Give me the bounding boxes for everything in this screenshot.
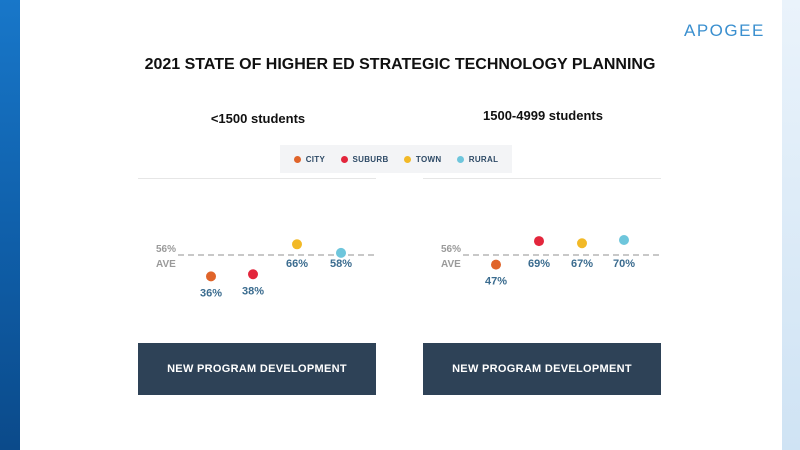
average-caption-label: AVE (441, 259, 461, 270)
data-label-rural: 58% (330, 258, 352, 270)
legend-dot-rural (456, 155, 464, 163)
average-value-label: 56% (156, 244, 176, 255)
divider-right (423, 178, 661, 179)
legend-item-town: TOWN (403, 154, 442, 164)
data-label-rural: 70% (613, 258, 635, 270)
footer-label-medium: NEW PROGRAM DEVELOPMENT (423, 343, 661, 395)
legend-item-rural: RURAL (456, 154, 499, 164)
data-point-rural (336, 247, 346, 258)
data-label-city: 47% (485, 276, 507, 288)
average-caption-label: AVE (156, 259, 176, 270)
brand-logo: APOGEE (684, 21, 765, 40)
legend-label-suburb: SUBURB (352, 154, 389, 164)
scatter-plot-medium: 56% AVE 47% 69% 67% 70% (441, 235, 663, 288)
data-label-town: 67% (571, 258, 593, 270)
data-point-town (577, 238, 587, 249)
legend-dot-town (403, 155, 411, 163)
legend-item-suburb: SUBURB (340, 154, 389, 164)
chart-title-medium: 1500-4999 students (483, 108, 603, 123)
data-point-rural (619, 235, 629, 246)
data-point-town (292, 239, 302, 250)
data-label-suburb: 69% (528, 258, 550, 270)
legend-label-rural: RURAL (468, 154, 499, 164)
data-label-suburb: 38% (242, 285, 264, 297)
legend-item-city: CITY (293, 154, 326, 164)
data-point-city (491, 259, 501, 270)
chart-title-small: <1500 students (210, 111, 306, 126)
data-label-city: 36% (200, 287, 222, 299)
legend-label-city: CITY (305, 154, 326, 164)
divider-left (138, 178, 376, 179)
left-accent-bar (0, 0, 20, 450)
average-value-label: 56% (441, 244, 461, 255)
data-point-city (206, 271, 216, 282)
legend-label-town: TOWN (415, 154, 442, 164)
data-point-suburb (534, 236, 544, 247)
data-point-suburb (248, 269, 258, 280)
footer-label-small: NEW PROGRAM DEVELOPMENT (138, 343, 376, 395)
scatter-plot-small: 56% AVE 36% 38% 66% 58% (156, 239, 378, 299)
legend-dot-city (293, 155, 301, 163)
page-title: 2021 STATE OF HIGHER ED STRATEGIC TECHNO… (144, 56, 656, 73)
legend-dot-suburb (340, 155, 348, 163)
right-accent-bar (782, 0, 800, 450)
legend: CITY SUBURB TOWN RURAL (280, 145, 512, 173)
data-label-town: 66% (286, 258, 308, 270)
